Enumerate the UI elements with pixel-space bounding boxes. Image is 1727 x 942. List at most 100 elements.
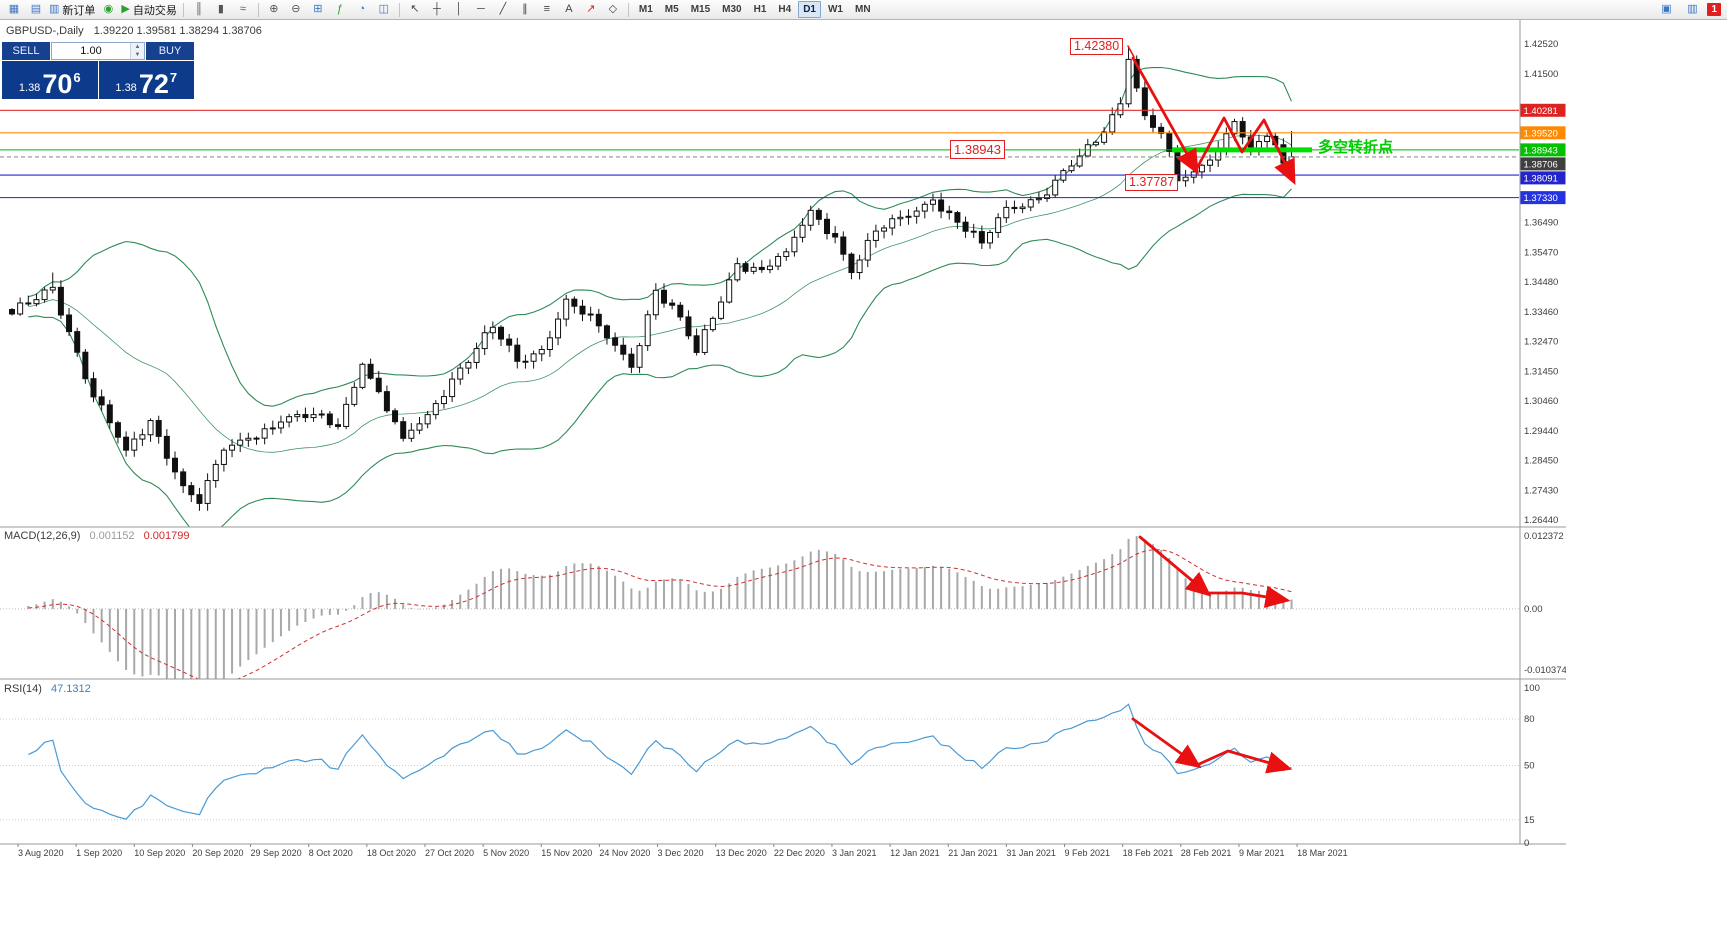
volume-field[interactable]: 1.00 ▲ ▼ — [51, 42, 145, 60]
bar-chart-button[interactable]: ║ — [188, 1, 210, 18]
volume-value[interactable]: 1.00 — [80, 45, 102, 57]
svg-text:1.34480: 1.34480 — [1524, 277, 1558, 288]
rsi-value: 47.1312 — [50, 683, 91, 695]
bid-prefix: 1.38 — [18, 82, 41, 94]
trend-arrows[interactable] — [1127, 45, 1296, 774]
svg-text:1.29440: 1.29440 — [1524, 426, 1558, 437]
svg-text:22 Dec 2020: 22 Dec 2020 — [774, 848, 825, 858]
svg-text:0: 0 — [1524, 838, 1529, 849]
profiles-button[interactable]: ▤ — [25, 1, 47, 18]
fibonacci-button[interactable]: ≡ — [536, 1, 558, 18]
autotrading-button-label: 自动交易 — [132, 4, 177, 17]
volume-down-button[interactable]: ▼ — [131, 51, 144, 59]
shapes-button[interactable]: ◇ — [602, 1, 624, 18]
candlestick-chart-button[interactable]: ▮ — [210, 1, 232, 18]
svg-text:21 Jan 2021: 21 Jan 2021 — [948, 848, 998, 858]
notification-badge[interactable]: 1 — [1707, 3, 1721, 16]
timeframe-mn-button[interactable]: MN — [854, 4, 871, 15]
ohlc-values: 1.39220 1.39581 1.38294 1.38706 — [93, 25, 262, 37]
zoom-out-button[interactable]: ⊖ — [285, 1, 307, 18]
svg-text:28 Feb 2021: 28 Feb 2021 — [1181, 848, 1232, 858]
volume-up-button[interactable]: ▲ — [131, 43, 144, 51]
svg-text:31 Jan 2021: 31 Jan 2021 — [1006, 848, 1056, 858]
pivot-point-text-label[interactable]: 多空转折点 — [1318, 139, 1394, 156]
svg-text:13 Dec 2020: 13 Dec 2020 — [716, 848, 767, 858]
svg-text:18 Feb 2021: 18 Feb 2021 — [1123, 848, 1174, 858]
zoom-in-icon: ⊕ — [269, 3, 279, 15]
new-order-button[interactable]: ▥ 新订单 — [47, 1, 97, 18]
vertical-line-button[interactable]: │ — [448, 1, 470, 18]
panel-frame — [0, 20, 1566, 845]
bollinger-middle-band — [28, 134, 1292, 453]
zoom-in-button[interactable]: ⊕ — [263, 1, 285, 18]
svg-text:1 Sep 2020: 1 Sep 2020 — [76, 848, 122, 858]
periods-button[interactable]: ◔ — [351, 1, 373, 18]
timeframe-m30-button[interactable]: M30 — [722, 4, 742, 15]
toolbar: ▦ ▤ ▥ 新订单 ◉ ▶ 自动交易 ║ ▮ ≈ ⊕ ⊖ ⊞ ƒ ◔ ◫ ↖ ┼ │ ─ ╱ ∥ ≡ A ↗ ◇ M1 M5 M15 M3… — [0, 0, 1727, 20]
candlestick-chart-icon: ▮ — [217, 3, 224, 15]
cursor-icon: ↖ — [410, 3, 420, 15]
help-button[interactable]: ▥ — [1681, 1, 1703, 18]
timeframe-m1-button[interactable]: M1 — [638, 4, 653, 15]
svg-text:1.36490: 1.36490 — [1524, 218, 1558, 229]
window-list-button[interactable]: ▣ — [1655, 1, 1677, 18]
svg-text:20 Sep 2020: 20 Sep 2020 — [192, 848, 243, 858]
price-annotation-support[interactable]: 1.37787 — [1125, 174, 1179, 191]
svg-text:18 Mar 2021: 18 Mar 2021 — [1297, 848, 1348, 858]
macd-signal-line — [28, 549, 1292, 679]
macd-label: MACD(12,26,9) — [4, 530, 81, 542]
timeframe-m15-button[interactable]: M15 — [690, 4, 711, 15]
ask-price-button[interactable]: 1.38 72 7 — [98, 61, 194, 99]
templates-button[interactable]: ◫ — [373, 1, 395, 18]
text-button[interactable]: A — [558, 1, 580, 18]
timeframe-w1-button[interactable]: W1 — [827, 4, 843, 15]
crosshair-icon: ┼ — [432, 3, 441, 15]
autotrading-icon: ▶ — [121, 3, 130, 15]
date-axis[interactable]: 3 Aug 2020 1 Sep 2020 10 Sep 2020 20 Sep 20… — [17, 844, 1348, 858]
crosshair-button[interactable]: ┼ — [426, 1, 448, 18]
price-annotation-peak[interactable]: 1.42380 — [1070, 38, 1124, 55]
price-axis[interactable]: 1.42520 1.41500 1.36490 1.35470 1.34480 1.334… — [1520, 39, 1567, 849]
chart-canvas[interactable]: 1.42520 1.41500 1.36490 1.35470 1.34480 1.334… — [0, 0, 1566, 942]
ask-big-digits: 72 — [138, 69, 169, 99]
svg-text:1.33460: 1.33460 — [1524, 307, 1558, 318]
svg-text:3 Aug 2020: 3 Aug 2020 — [18, 848, 64, 858]
candlestick-series — [9, 48, 1295, 511]
svg-text:100: 100 — [1524, 683, 1540, 694]
bid-price-button[interactable]: 1.38 70 6 — [2, 61, 98, 99]
svg-text:8 Oct 2020: 8 Oct 2020 — [309, 848, 353, 858]
tile-windows-button[interactable]: ⊞ — [307, 1, 329, 18]
indicators-icon: ƒ — [336, 3, 343, 15]
timeframe-d1-button[interactable]: D1 — [798, 1, 821, 18]
timeframe-h4-button[interactable]: H4 — [778, 4, 792, 15]
svg-text:1.38706: 1.38706 — [1524, 159, 1558, 170]
timeframe-m5-button[interactable]: M5 — [664, 4, 679, 15]
indicators-button[interactable]: ƒ — [329, 1, 351, 18]
svg-text:1.31450: 1.31450 — [1524, 367, 1558, 378]
buy-button[interactable]: BUY — [146, 42, 194, 60]
svg-text:29 Sep 2020: 29 Sep 2020 — [251, 848, 302, 858]
arrow-tool-button[interactable]: ↗ — [580, 1, 602, 18]
svg-text:80: 80 — [1524, 714, 1535, 725]
chart-title: GBPUSD-,Daily 1.39220 1.39581 1.38294 1.… — [6, 25, 262, 37]
autotrading-button[interactable]: ▶ 自动交易 — [119, 1, 178, 18]
svg-text:-0.010374: -0.010374 — [1524, 665, 1566, 676]
cursor-button[interactable]: ↖ — [404, 1, 426, 18]
price-annotation-pivot[interactable]: 1.38943 — [950, 140, 1005, 159]
sell-button[interactable]: SELL — [2, 42, 50, 60]
line-chart-button[interactable]: ≈ — [232, 1, 254, 18]
alerts-button[interactable]: ◉ — [97, 1, 119, 18]
svg-text:9 Mar 2021: 9 Mar 2021 — [1239, 848, 1285, 858]
alerts-icon: ◉ — [103, 3, 114, 15]
svg-text:3 Jan 2021: 3 Jan 2021 — [832, 848, 877, 858]
channel-button[interactable]: ∥ — [514, 1, 536, 18]
timeframe-h1-button[interactable]: H1 — [753, 4, 767, 15]
svg-text:1.27430: 1.27430 — [1524, 486, 1558, 497]
new-chart-button[interactable]: ▦ — [3, 1, 25, 18]
horizontal-line-button[interactable]: ─ — [470, 1, 492, 18]
rsi-line — [28, 703, 1292, 820]
bid-pip-digit: 6 — [73, 70, 81, 85]
svg-text:12 Jan 2021: 12 Jan 2021 — [890, 848, 940, 858]
trendline-button[interactable]: ╱ — [492, 1, 514, 18]
horizontal-level-lines[interactable] — [0, 109, 1519, 199]
